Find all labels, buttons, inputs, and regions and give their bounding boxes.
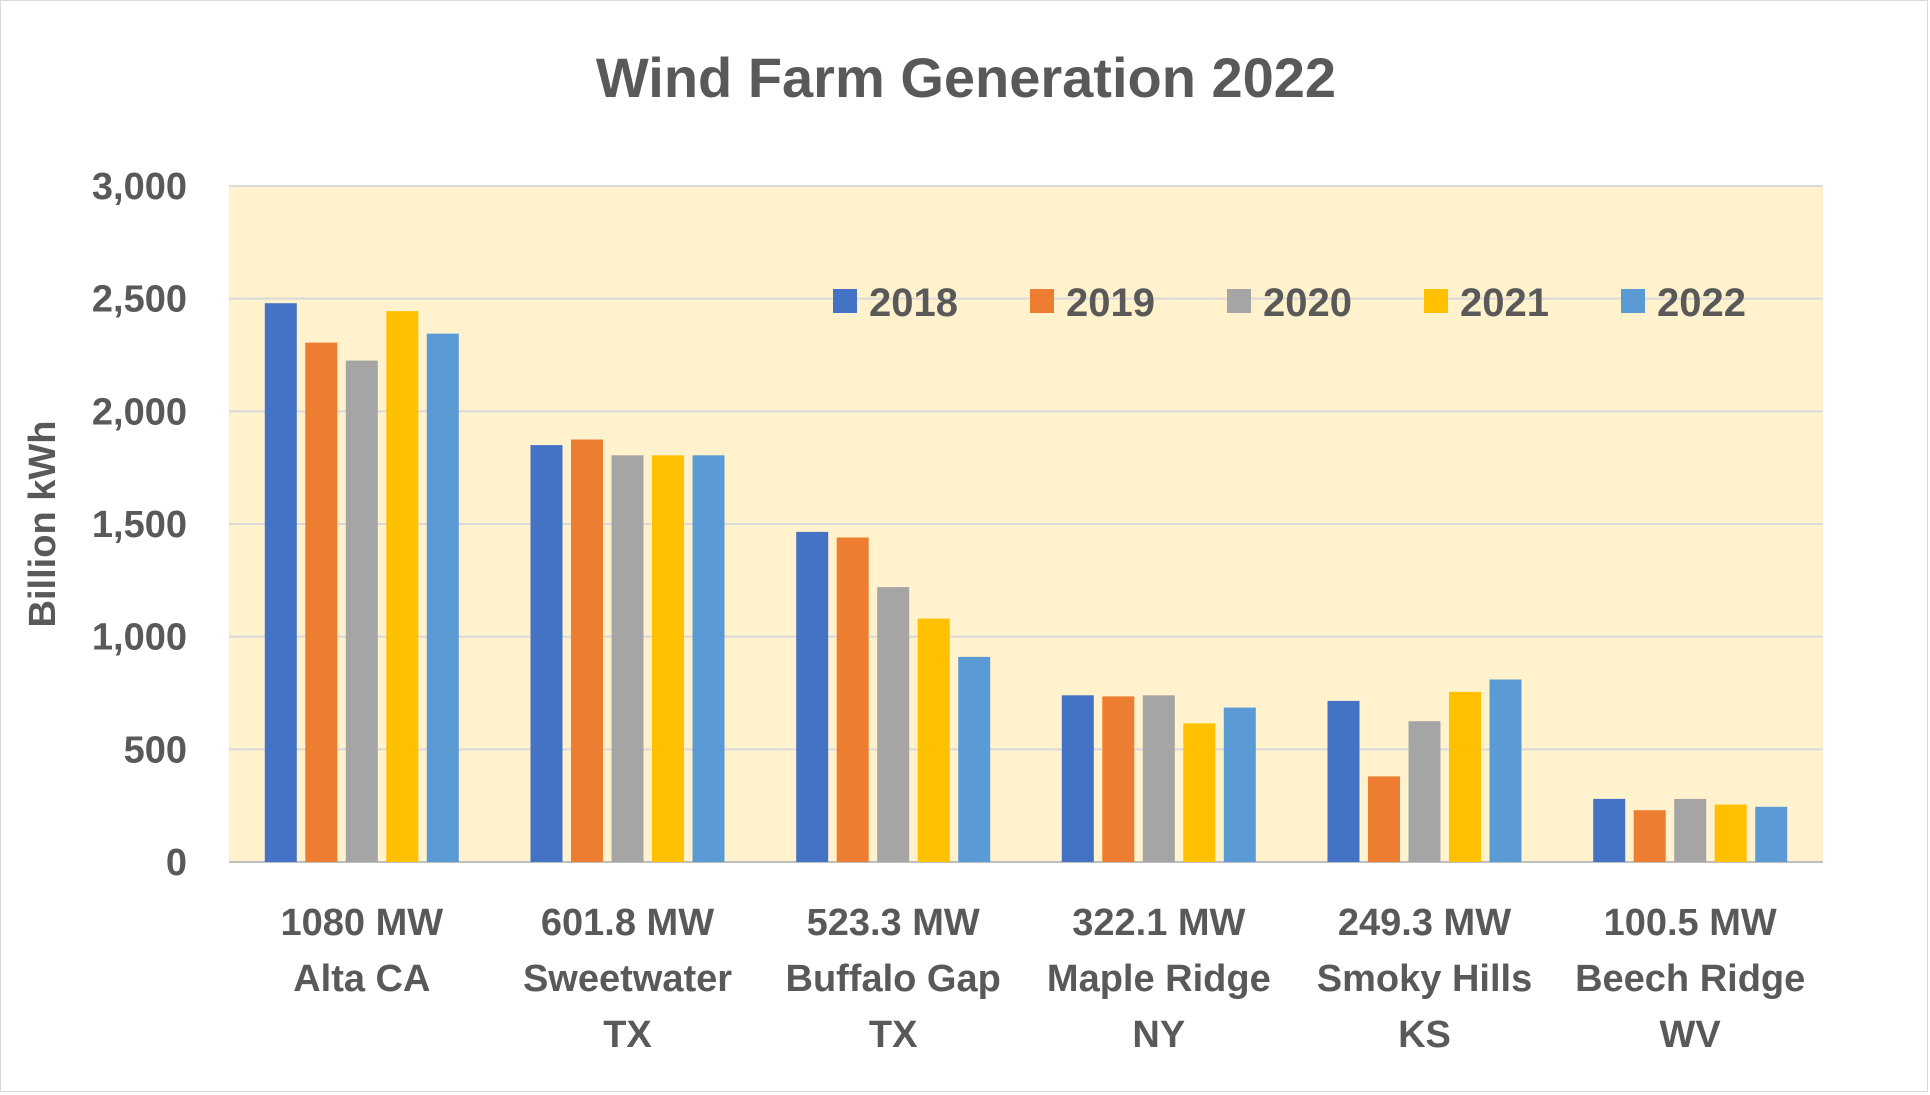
x-category-label: 1080 MW Alta CA [281,902,444,1000]
bar-2022-1 [692,455,725,862]
bar-2022-2 [958,656,991,862]
x-category-label: 601.8 MW Sweetwater TX [523,902,732,1056]
bar-2020-5 [1674,798,1707,862]
gridlines [229,185,1823,863]
y-tick-label: 500 [124,729,187,771]
y-tick-label: 1,000 [92,617,187,659]
bar-2020-3 [1142,695,1175,862]
y-axis-label: Billion kWh [22,421,64,628]
legend-label-2020: 2020 [1263,281,1352,325]
legend-swatch-2018 [833,289,857,313]
bar-2020-4 [1408,721,1441,862]
legend-label-2021: 2021 [1460,281,1549,325]
x-category-label: 100.5 MW Beech Ridge WV [1575,902,1805,1056]
y-tick-label: 0 [166,842,187,884]
chart-title: Wind Farm Generation 2022 [596,46,1336,109]
bar-2018-4 [1327,700,1360,862]
legend: 2018 2019 2020 2021 2022 [833,281,1746,325]
bar-2022-4 [1489,679,1522,862]
x-category-label: 249.3 MW Smoky Hills KS [1317,902,1532,1056]
bar-2019-3 [1102,696,1135,862]
y-tick-label: 2,500 [92,279,187,321]
legend-swatch-2019 [1030,289,1054,313]
bar-2019-0 [305,342,338,863]
y-tick-label: 3,000 [92,166,187,208]
bar-2018-5 [1593,798,1626,862]
bar-2021-3 [1183,723,1216,862]
bar-2022-5 [1755,806,1788,862]
legend-label-2022: 2022 [1657,281,1746,325]
y-axis-ticks: 0 500 1,000 1,500 2,000 2,500 3,000 [92,166,187,884]
bar-2018-1 [530,445,563,862]
legend-swatch-2020 [1227,289,1251,313]
bar-2018-3 [1061,695,1094,862]
legend-swatch-2022 [1621,289,1645,313]
bar-2019-5 [1633,810,1666,862]
bar-2021-5 [1714,804,1747,862]
bar-2021-1 [652,455,684,862]
bar-2020-0 [345,360,378,862]
bar-2020-2 [877,587,910,862]
x-category-label: 322.1 MW Maple Ridge NY [1047,902,1271,1056]
bar-2021-4 [1449,691,1481,862]
bar-2018-2 [796,531,829,862]
x-category-label: 523.3 MW Buffalo Gap TX [786,902,1001,1056]
legend-swatch-2021 [1424,289,1448,313]
bar-2019-1 [571,439,603,862]
bar-2019-4 [1368,776,1400,862]
y-tick-label: 1,500 [92,504,187,546]
y-tick-label: 2,000 [92,391,187,433]
bar-2021-0 [386,311,419,863]
bar-2018-0 [264,303,297,862]
legend-label-2018: 2018 [869,281,958,325]
legend-label-2019: 2019 [1066,281,1155,325]
bar-2022-3 [1223,707,1256,862]
x-axis-categories: 1080 MW Alta CA 601.8 MW Sweetwater TX 523.3 … [281,902,1806,1056]
bar-2019-2 [836,537,869,862]
bar-2021-2 [917,618,950,862]
bar-2020-1 [611,455,644,862]
bars [264,303,1788,863]
bar-2022-0 [426,333,459,863]
